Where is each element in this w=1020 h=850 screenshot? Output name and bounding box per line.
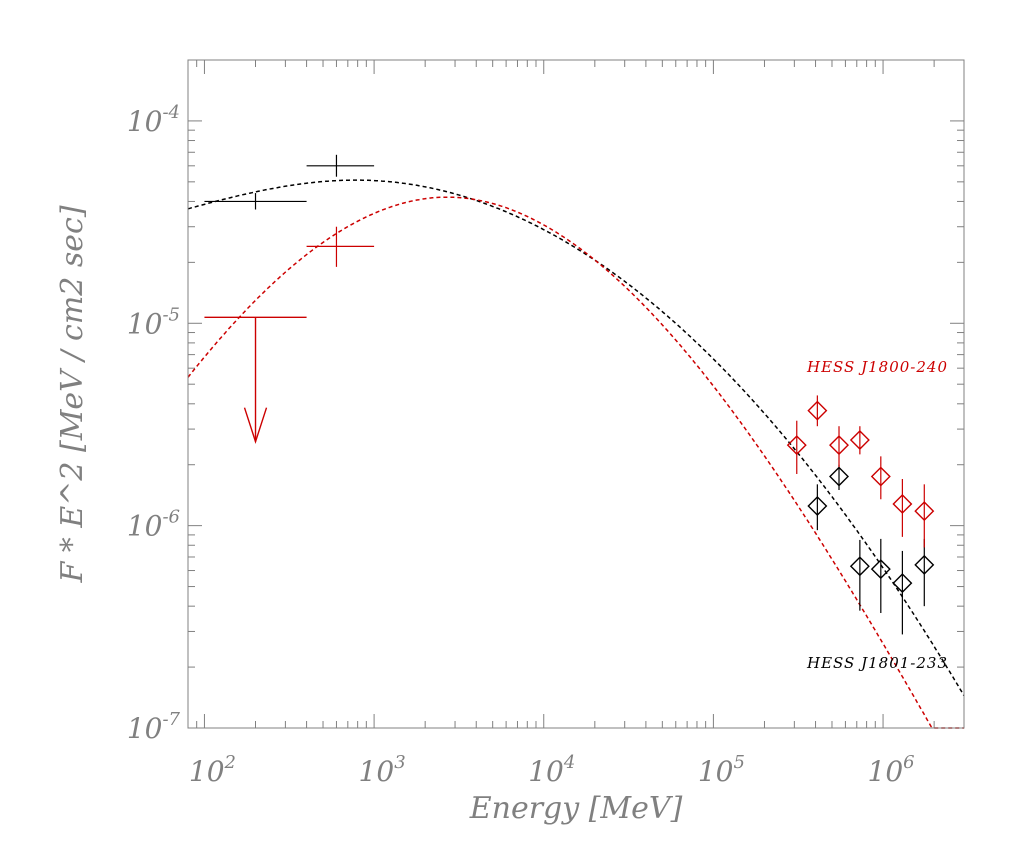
y-tick-label: 10-5 <box>127 304 180 340</box>
x-tick-label: 103 <box>359 752 406 788</box>
tick-labels: 102 103 104 105 106 10-7 10-6 10-5 10-4 <box>127 102 915 788</box>
y-axis-title: F * E^2 [MeV / cm2 sec] <box>55 205 90 583</box>
hess-point-diamond <box>914 501 935 522</box>
y-tick-label: 10-6 <box>127 507 180 543</box>
hess-point-diamond <box>849 556 870 577</box>
x-tick-label: 105 <box>698 752 745 788</box>
series-label-hess-j1800: HESS J1800-240 <box>806 358 948 376</box>
axis-ticks <box>187 59 965 729</box>
hess-point-diamond <box>849 430 870 450</box>
hess-point-diamond <box>892 493 913 514</box>
x-axis-title: Energy [MeV] <box>469 791 683 826</box>
data-points <box>204 154 935 635</box>
series-label-hess-j1801: HESS J1801-233 <box>806 654 948 672</box>
hess-point-diamond <box>870 559 891 580</box>
hess-point-diamond <box>786 435 807 456</box>
hess-point-diamond <box>870 466 891 487</box>
x-tick-label: 106 <box>868 752 915 788</box>
hess-point-diamond <box>829 466 849 487</box>
y-tick-label: 10-4 <box>127 102 180 138</box>
hess-point-diamond <box>829 435 849 456</box>
hess-point-diamond <box>892 573 913 594</box>
y-tick-label: 10-7 <box>127 709 181 745</box>
hess-point-diamond <box>807 496 828 517</box>
hess-point-diamond <box>914 554 935 575</box>
hess-point-diamond <box>807 400 828 421</box>
x-tick-label: 102 <box>189 752 236 788</box>
x-tick-label: 104 <box>528 752 575 788</box>
plot-frame <box>187 59 965 729</box>
upper-limit-arrowhead <box>243 407 268 444</box>
